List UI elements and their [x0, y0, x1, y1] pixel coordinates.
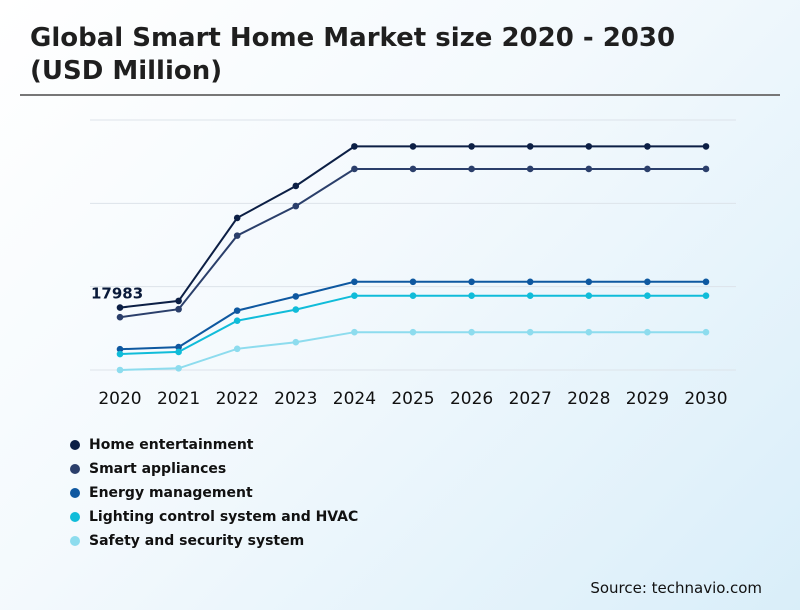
data-labels: 17983: [91, 285, 143, 303]
x-tick-label: 2024: [333, 389, 376, 409]
x-axis-ticks: 2020 2021 2022 2023 2024 2025 2026 2027 2028 2029…: [98, 389, 727, 409]
x-tick-label: 2029: [626, 389, 669, 409]
data-point-safety-and-security-system-2028[interactable]: [585, 328, 593, 336]
gridlines: [90, 119, 736, 371]
x-tick-label: 2030: [684, 389, 727, 409]
data-point-smart-appliances-2024[interactable]: [351, 165, 358, 173]
data-point-safety-and-security-system-2027[interactable]: [526, 328, 534, 336]
data-point-home-entertainment-2023[interactable]: [292, 182, 300, 190]
data-point-smart-appliances-2021[interactable]: [175, 305, 182, 313]
data-point-energy-management-2024[interactable]: [351, 278, 358, 286]
data-point-lighting-control-system-and-hvac-2027[interactable]: [526, 292, 534, 299]
data-point-smart-appliances-2023[interactable]: [292, 202, 300, 210]
x-tick-label: 2021: [157, 389, 200, 409]
data-point-home-entertainment-2022[interactable]: [233, 214, 241, 222]
data-point-lighting-control-system-and-hvac-2029[interactable]: [644, 292, 651, 299]
data-point-lighting-control-system-and-hvac-2026[interactable]: [468, 292, 475, 299]
data-point-home-entertainment-2030[interactable]: [702, 143, 710, 150]
data-point-safety-and-security-system-2030[interactable]: [702, 328, 710, 336]
data-point-home-entertainment-2025[interactable]: [409, 143, 417, 150]
data-point-lighting-control-system-and-hvac-2023[interactable]: [292, 306, 300, 313]
data-point-safety-and-security-system-2021[interactable]: [175, 364, 182, 372]
legend-label: Smart appliances: [89, 461, 227, 477]
data-points: [116, 143, 710, 374]
title-divider: [20, 94, 780, 96]
data-point-lighting-control-system-and-hvac-2024[interactable]: [351, 292, 358, 299]
legend-item-energy-management[interactable]: Energy management: [70, 481, 358, 505]
legend-swatch: [70, 488, 80, 498]
data-point-energy-management-2023[interactable]: [292, 293, 300, 300]
data-point-energy-management-2025[interactable]: [409, 278, 417, 286]
chart-title: Global Smart Home Market size 2020 - 203…: [30, 23, 676, 86]
x-tick-label: 2025: [391, 389, 434, 409]
x-tick-label: 2026: [450, 389, 493, 409]
data-point-lighting-control-system-and-hvac-2025[interactable]: [409, 292, 417, 299]
data-point-energy-management-2022[interactable]: [233, 307, 241, 314]
data-point-home-entertainment-2027[interactable]: [526, 143, 534, 150]
legend-label: Lighting control system and HVAC: [89, 509, 359, 525]
data-point-safety-and-security-system-2022[interactable]: [233, 345, 241, 353]
series-line-lighting-control-system-and-hvac: [119, 294, 706, 355]
data-point-home-entertainment-2021[interactable]: [175, 297, 182, 305]
series-lines: [119, 145, 706, 371]
legend: Home entertainment Smart appliances Ener…: [70, 433, 358, 553]
x-tick-label: 2022: [216, 389, 259, 409]
data-point-lighting-control-system-and-hvac-2020[interactable]: [116, 350, 124, 358]
data-point-smart-appliances-2029[interactable]: [644, 165, 651, 173]
data-point-safety-and-security-system-2025[interactable]: [409, 328, 417, 336]
data-point-energy-management-2030[interactable]: [702, 278, 710, 286]
data-point-home-entertainment-2029[interactable]: [644, 143, 651, 150]
legend-item-smart-appliances[interactable]: Smart appliances: [70, 457, 358, 481]
data-point-lighting-control-system-and-hvac-2021[interactable]: [175, 348, 182, 356]
legend-label: Home entertainment: [89, 437, 254, 453]
data-point-energy-management-2029[interactable]: [644, 278, 651, 286]
legend-swatch: [70, 440, 80, 450]
series-line-safety-and-security-system: [119, 331, 706, 371]
legend-item-safety-security[interactable]: Safety and security system: [70, 529, 358, 553]
data-point-energy-management-2026[interactable]: [468, 278, 475, 286]
data-point-smart-appliances-2022[interactable]: [233, 232, 241, 239]
legend-label: Energy management: [89, 485, 253, 501]
x-tick-label: 2020: [98, 389, 141, 409]
data-point-energy-management-2028[interactable]: [585, 278, 593, 286]
data-point-energy-management-2020[interactable]: [116, 345, 124, 353]
data-point-smart-appliances-2026[interactable]: [468, 165, 475, 173]
data-point-safety-and-security-system-2020[interactable]: [116, 366, 124, 374]
source-credit: Source: technavio.com: [590, 579, 762, 597]
data-point-safety-and-security-system-2024[interactable]: [351, 328, 358, 336]
data-point-smart-appliances-2028[interactable]: [585, 165, 593, 173]
data-point-smart-appliances-2027[interactable]: [526, 165, 534, 173]
legend-swatch: [70, 536, 80, 546]
data-point-lighting-control-system-and-hvac-2022[interactable]: [233, 317, 241, 324]
data-point-energy-management-2027[interactable]: [526, 278, 534, 286]
legend-swatch: [70, 512, 80, 522]
x-tick-label: 2028: [567, 389, 610, 409]
legend-item-lighting-hvac[interactable]: Lighting control system and HVAC: [70, 505, 358, 529]
data-point-smart-appliances-2020[interactable]: [116, 313, 124, 321]
data-point-lighting-control-system-and-hvac-2030[interactable]: [702, 292, 710, 299]
legend-swatch: [70, 464, 80, 474]
data-point-lighting-control-system-and-hvac-2028[interactable]: [585, 292, 593, 299]
data-point-home-entertainment-2024[interactable]: [351, 143, 358, 150]
x-tick-label: 2027: [509, 389, 552, 409]
data-point-smart-appliances-2030[interactable]: [702, 165, 710, 173]
data-point-safety-and-security-system-2026[interactable]: [468, 328, 475, 336]
data-point-home-entertainment-2020[interactable]: [116, 304, 124, 311]
x-tick-label: 2023: [274, 389, 317, 409]
series-line-energy-management: [119, 280, 706, 351]
data-point-energy-management-2021[interactable]: [175, 343, 182, 351]
data-point-home-entertainment-2026[interactable]: [468, 143, 475, 150]
data-label: 17983: [91, 285, 143, 303]
legend-label: Safety and security system: [89, 533, 305, 549]
data-point-safety-and-security-system-2023[interactable]: [292, 338, 300, 346]
legend-item-home-entertainment[interactable]: Home entertainment: [70, 433, 358, 457]
data-point-smart-appliances-2025[interactable]: [409, 165, 417, 173]
data-point-safety-and-security-system-2029[interactable]: [644, 328, 651, 336]
data-point-home-entertainment-2028[interactable]: [585, 143, 593, 150]
